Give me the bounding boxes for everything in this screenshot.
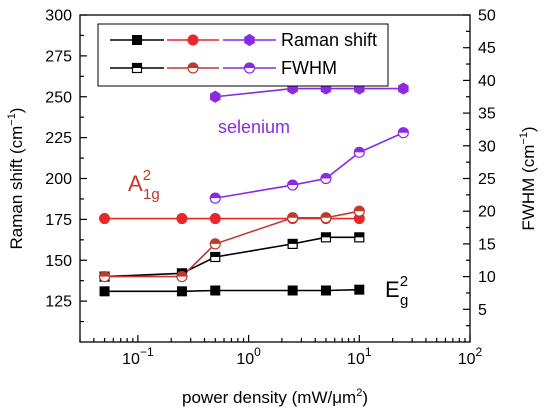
point-E2g-fwhm [354,232,365,243]
series-line-selenium-raman [215,87,404,98]
y-right-axis-title: FWHM (cm−1) [518,126,538,230]
point-selenium-fwhm [353,146,365,158]
y-right-axis-ticks: 5 10 15 20 25 30 35 40 45 50 [463,8,496,327]
legend-label-fwhm: FWHM [281,58,337,78]
x-tick-label: 101 [347,345,372,368]
x-tick-label: 100 [236,345,261,368]
y-left-tick-label: 175 [45,212,72,229]
y-right-tick-label: 15 [478,236,496,253]
point-E2g-raman [99,286,110,297]
y-right-tick-label: 30 [478,138,496,155]
point-E2g-fwhm [210,251,221,263]
point-A21g-fwhm [209,238,221,250]
point-A21g-fwhm [353,205,365,217]
point-selenium-fwhm [209,192,221,204]
y-right-tick-label: 10 [478,269,496,286]
annotation-a1g: A2 1g [128,167,160,203]
legend-marker [132,35,142,45]
point-E2g-raman [210,285,221,296]
y-left-tick-label: 250 [45,89,72,106]
y-left-tick-label: 200 [45,171,72,188]
legend-label-raman-shift: Raman shift [281,30,377,50]
y-right-tick-label: 25 [478,171,496,188]
y-right-tick-label: 35 [478,106,496,123]
y-right-tick-label: 40 [478,73,496,90]
annotation-selenium: selenium [218,117,290,137]
x-tick-label: 10−1 [122,345,154,368]
y-left-tick-label: 125 [45,294,72,311]
point-A21g-fwhm [320,212,332,224]
y-right-tick-label: 20 [478,204,496,221]
annotation-e2g: E2 g [385,273,408,309]
point-E2g-raman [354,284,365,295]
point-selenium-raman [398,82,409,95]
point-E2g-fwhm [287,238,298,249]
x-tick-label: 102 [458,345,483,368]
legend-marker [243,62,256,74]
point-A21g-fwhm [176,271,188,283]
point-A21g-raman [99,213,111,225]
y-left-tick-label: 300 [45,8,72,25]
legend-marker [131,62,143,74]
series-line-E2g-raman [104,288,360,293]
y-left-tick-label: 150 [45,253,72,270]
point-A21g-fwhm [98,271,111,283]
legend-marker [187,34,199,46]
y-left-axis-title: Raman shift (cm−1) [6,108,26,250]
point-A21g-raman [176,213,188,225]
series-line-A21g-fwhm [104,210,360,278]
series-line-E2g-fwhm [104,236,360,278]
legend-box [97,23,389,87]
legend-marker [244,33,255,47]
point-E2g-raman [287,285,298,296]
legend-row-fwhm [110,62,276,74]
y-left-axis-ticks: 125 150 175 200 225 250 275 300 [45,8,87,323]
series-line-selenium-fwhm [215,131,404,199]
y-right-tick-label: 5 [478,302,487,319]
x-axis-ticks: 10−1 100 101 102 [79,335,483,368]
y-left-tick-label: 275 [45,48,72,65]
point-selenium-fwhm [397,127,409,139]
x-axis-title: power density (mW/μm2) [182,387,368,407]
y-right-tick-label: 45 [478,40,496,57]
point-A21g-raman [209,213,221,225]
legend-row-raman [110,33,276,47]
legend-marker [187,62,199,74]
y-right-tick-label: 50 [478,8,496,25]
y-left-tick-label: 225 [45,130,72,147]
point-E2g-raman [176,286,187,297]
point-selenium-fwhm [287,179,299,191]
point-E2g-fwhm [320,232,332,243]
point-A21g-fwhm [287,212,299,224]
point-E2g-raman [320,285,331,296]
legend: Raman shift FWHM [97,23,389,87]
point-selenium-raman [210,90,221,103]
point-selenium-fwhm [320,172,332,185]
